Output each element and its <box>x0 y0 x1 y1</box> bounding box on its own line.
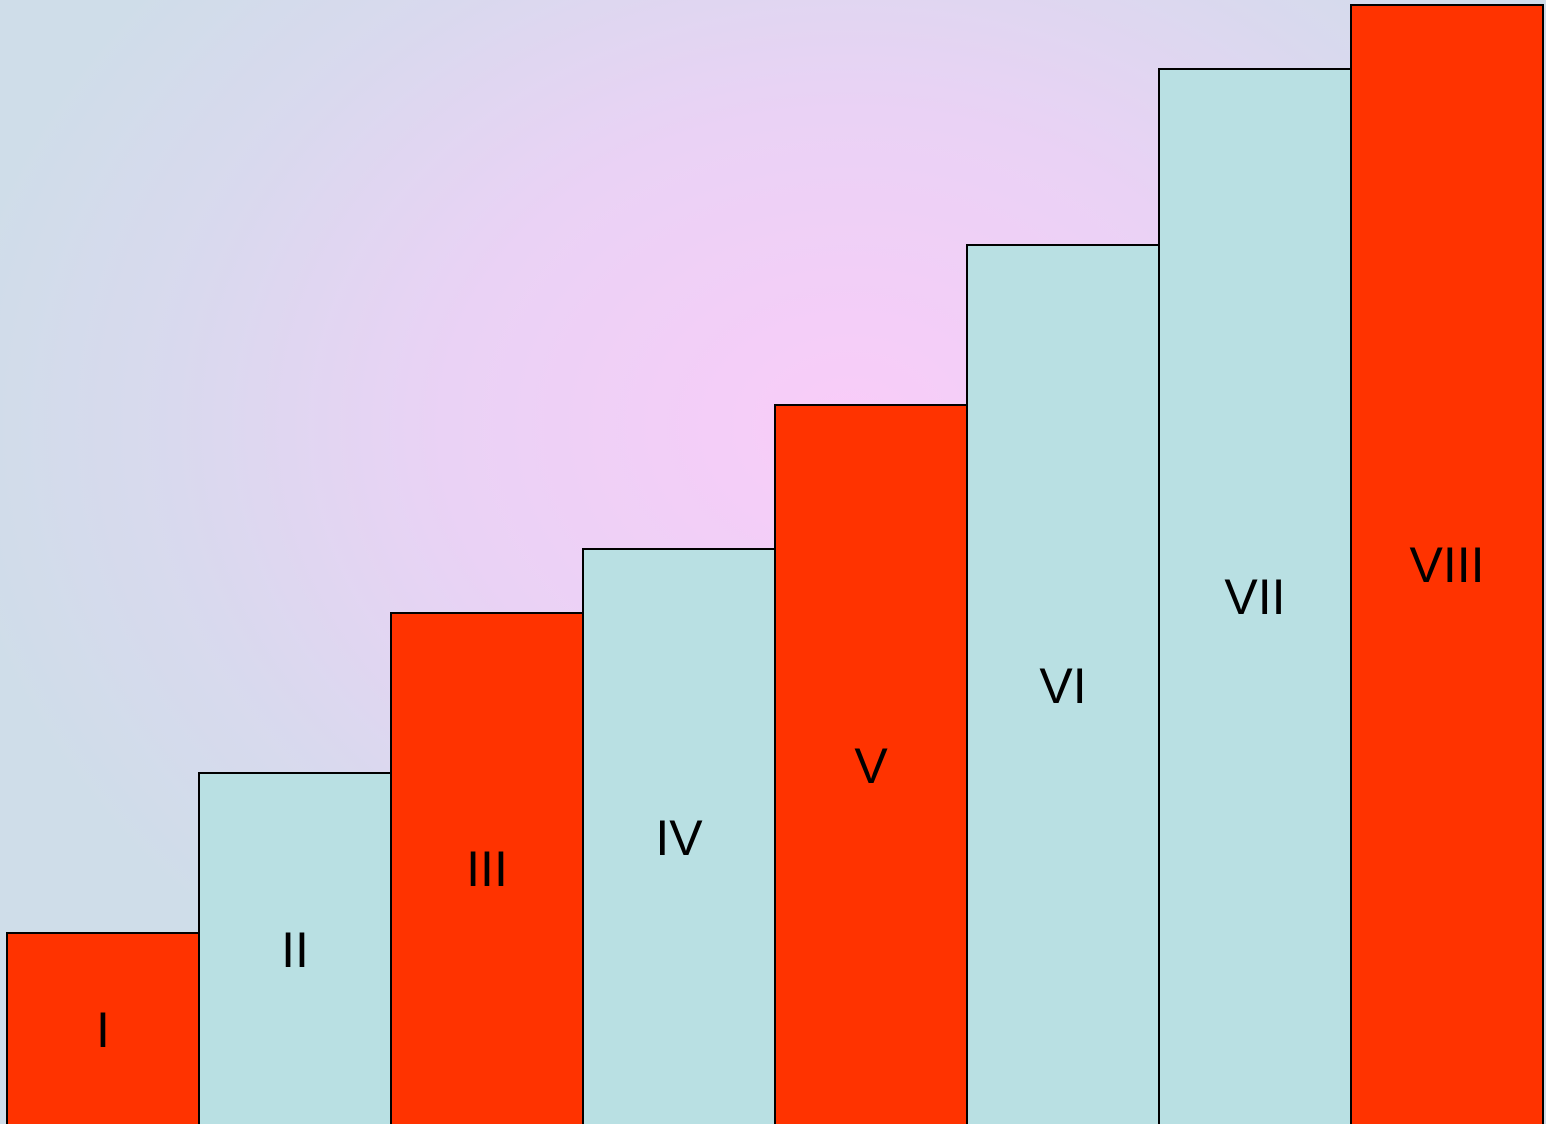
step-5-label: V <box>854 738 888 794</box>
step-3-label: III <box>466 841 508 897</box>
step-8-label: VIII <box>1409 537 1484 593</box>
step-1-label: I <box>96 1002 110 1058</box>
step-6-block <box>966 244 1160 1124</box>
step-8-block <box>1350 4 1544 1124</box>
step-4-block <box>582 548 776 1124</box>
step-7-label: VII <box>1224 569 1285 625</box>
step-7-block <box>1158 68 1352 1124</box>
step-2-block <box>198 772 392 1124</box>
step-4-label: IV <box>655 810 703 866</box>
step-2-label: II <box>281 922 309 978</box>
step-6-label: VI <box>1039 658 1086 714</box>
step-5-block <box>774 404 968 1124</box>
step-3-block <box>390 612 584 1124</box>
step-1-block <box>6 932 200 1124</box>
